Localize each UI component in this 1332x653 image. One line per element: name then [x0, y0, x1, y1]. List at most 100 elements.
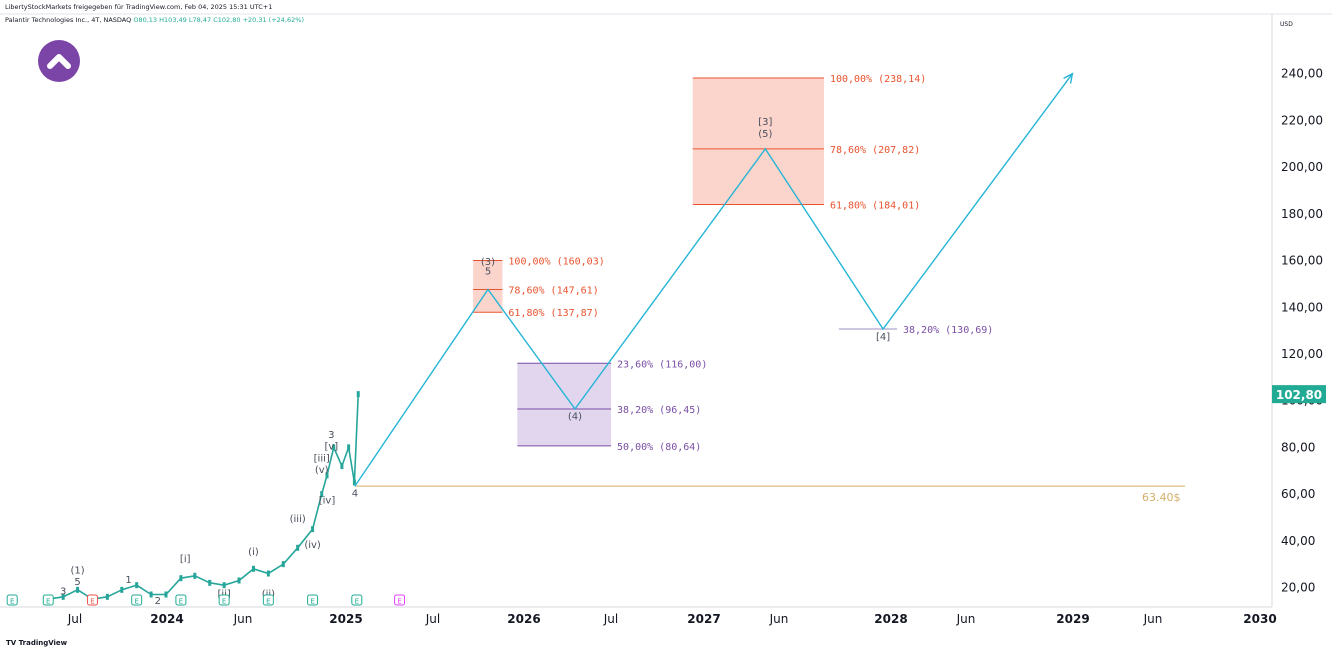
x-tick-label: Jul — [67, 612, 82, 626]
candle — [105, 593, 109, 600]
wave-label: (v) — [315, 465, 329, 476]
candle — [281, 561, 285, 568]
earnings-marker — [307, 594, 319, 606]
candle — [208, 579, 212, 586]
x-tick-label: Jun — [769, 612, 789, 626]
x-tick-label: Jun — [1143, 612, 1163, 626]
y-tick-label: 60,00 — [1281, 487, 1315, 501]
wave-label: (4) — [568, 411, 582, 422]
wave-label: 2 — [155, 596, 161, 607]
wave-label: 5 — [485, 267, 491, 278]
wave-label: [v] — [324, 442, 338, 453]
earnings-marker-label: E — [397, 598, 401, 606]
chevron-up-icon — [47, 54, 71, 69]
y-tick-label: 220,00 — [1281, 113, 1323, 127]
candle — [164, 591, 168, 598]
candle — [135, 582, 139, 589]
candle — [332, 444, 336, 451]
tradingview-logo-icon: 𝗧𝗩 — [6, 639, 19, 647]
ohlc-close: C102,80 — [213, 16, 241, 24]
earnings-marker-label: E — [310, 598, 314, 606]
x-tick-label: 2029 — [1056, 612, 1089, 626]
wave-label: 4 — [352, 488, 358, 499]
ohlc-low: L78,47 — [188, 16, 212, 24]
x-tick-label: Jul — [603, 612, 618, 626]
wave-label: [4] — [876, 332, 890, 343]
symbol-line: Palantir Technologies Inc., 4T, NASDAQ O… — [5, 16, 304, 24]
wave-label: (3) — [481, 257, 495, 268]
earnings-marker — [42, 594, 54, 606]
fib-level-label: 78,60% (207,82) — [830, 145, 920, 156]
fib-zone — [692, 78, 824, 205]
price-history-line — [48, 394, 360, 601]
wave-label: [ii] — [217, 589, 230, 600]
candle — [251, 565, 255, 572]
wave-label: (iii) — [290, 514, 306, 525]
wave-label: 1 — [125, 575, 131, 586]
candle — [320, 491, 324, 498]
fib-level-label: 100,00% (160,03) — [508, 256, 604, 267]
x-tick-label: Jul — [425, 612, 440, 626]
ohlc-high: H103,49 — [159, 16, 187, 24]
wave-label: (i) — [248, 547, 259, 558]
currency-label: USD — [1280, 21, 1293, 28]
wave-label: (1) — [70, 565, 84, 576]
elliott-projection-path — [354, 73, 1073, 487]
earnings-marker — [351, 594, 363, 606]
fib-level-label: 61,80% (184,01) — [830, 200, 920, 211]
x-tick-label: 2030 — [1243, 612, 1276, 626]
y-tick-label: 160,00 — [1281, 254, 1323, 268]
earnings-marker — [262, 594, 274, 606]
ohlc-change: +20,31 (+24,62%) — [242, 16, 304, 24]
fib-level-label: 61,80% (137,87) — [508, 308, 598, 319]
earnings-marker — [131, 594, 143, 606]
earnings-marker-label: E — [10, 598, 14, 606]
wave-label: [i] — [180, 554, 191, 565]
projection-arrowhead — [1063, 72, 1074, 84]
earnings-marker — [218, 594, 230, 606]
fib-level-label: 100,00% (238,14) — [830, 74, 926, 85]
wave-label: 5 — [74, 577, 80, 588]
earnings-marker — [6, 594, 18, 606]
y-tick-label: 120,00 — [1281, 347, 1323, 361]
x-tick-label: Jun — [233, 612, 253, 626]
earnings-marker-label: E — [46, 598, 50, 606]
fib-level-label: 78,60% (147,61) — [508, 285, 598, 296]
y-tick-label: 240,00 — [1281, 67, 1323, 81]
earnings-marker-label: E — [355, 598, 359, 606]
y-tick-label: 40,00 — [1281, 534, 1315, 548]
chart-header: LibertyStockMarkets freigegeben für Trad… — [0, 0, 1332, 28]
earnings-marker — [394, 594, 406, 606]
earnings-marker-label: E — [266, 598, 270, 606]
last-price-label: 102,80 — [1276, 388, 1322, 402]
x-tick-label: 2026 — [507, 612, 540, 626]
candle — [311, 526, 315, 533]
x-tick-label: 2025 — [329, 612, 362, 626]
publisher-logo — [38, 40, 80, 82]
wave-label: (5) — [758, 129, 772, 140]
candle — [356, 391, 360, 398]
candle — [266, 570, 270, 577]
wave-label: 3 — [328, 430, 334, 441]
symbol-name: Palantir Technologies Inc., 4T, NASDAQ — [5, 16, 132, 24]
candle — [325, 472, 329, 479]
candle — [347, 444, 351, 451]
earnings-marker-label: E — [90, 598, 94, 606]
support-line-label: 63.40$ — [1142, 491, 1181, 504]
earnings-marker-label: E — [179, 598, 183, 606]
publisher-line: LibertyStockMarkets freigegeben für Trad… — [5, 3, 273, 11]
x-tick-label: Jun — [956, 612, 976, 626]
earnings-marker-label: E — [222, 598, 226, 606]
y-tick-label: 140,00 — [1281, 300, 1323, 314]
fib-level-label: 38,20% (96,45) — [617, 405, 701, 416]
earnings-marker — [86, 594, 98, 606]
last-price-tag — [1272, 385, 1326, 404]
fib-zone — [517, 363, 612, 446]
fib-level-label: 38,20% (130,69) — [903, 325, 993, 336]
candle — [222, 582, 226, 589]
ohlc-open: O80,13 — [133, 16, 158, 24]
brand-label: TradingView — [18, 639, 68, 647]
candle — [237, 577, 241, 584]
candle — [193, 572, 197, 579]
